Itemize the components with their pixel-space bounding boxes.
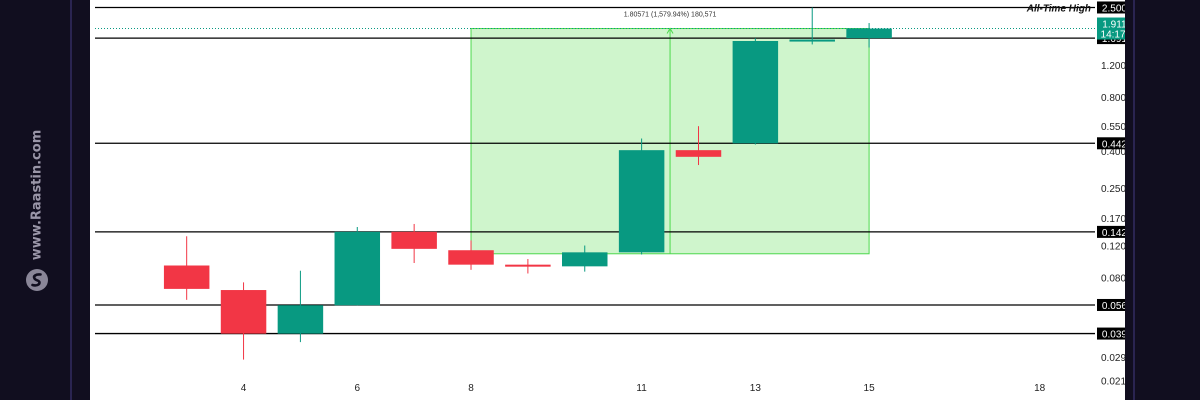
candle-body (163, 265, 210, 289)
price-axis: 1.20000 0.80000 0.55000 0.40000 0.25000 0.170… (1101, 61, 1125, 387)
current-price-tag (1097, 17, 1125, 40)
time-axis: 4 6 8 11 13 15 18 (241, 383, 1046, 394)
left-frame-stripe (70, 0, 72, 400)
x-tick-label: 6 (354, 383, 360, 394)
y-tick-label: 0.12000 (1101, 242, 1125, 253)
x-tick-label: 18 (1034, 383, 1046, 394)
all-time-high-label: All-Time High (1026, 3, 1091, 14)
level-price-tag-text: 0.44213 (1102, 139, 1125, 150)
candle-body (277, 305, 324, 334)
level-price-tag-text: 0.14278 (1102, 228, 1125, 239)
level-price-tag-text: 0.05621 (1102, 301, 1125, 312)
level-price-tag-text: 2.50001 (1102, 3, 1125, 14)
candle-body (391, 231, 437, 249)
measure-arrow-head (666, 27, 674, 34)
candle-body (846, 28, 892, 39)
raastin-logo-icon (26, 269, 48, 291)
x-tick-label: 13 (750, 383, 762, 394)
level-price-tag (1097, 1, 1125, 14)
chart-panel[interactable]: 1.80571 (1,579.94%) 180,571 1.20000 0.800… (90, 0, 1125, 400)
candle-body (220, 290, 267, 334)
x-tick-label: 11 (636, 383, 647, 394)
y-tick-label: 0.02900 (1101, 353, 1125, 364)
candlestick-series (163, 7, 892, 360)
candle-body (675, 150, 722, 157)
y-tick-label: 0.80000 (1101, 93, 1125, 104)
level-labels: All-Time High 2.50001 1.69157 0.44213 0.1427… (1026, 1, 1125, 341)
level-price-tag (1097, 298, 1125, 311)
watermark: www.Raastin.com (22, 130, 52, 300)
level-price-tag-text: 1.69157 (1102, 34, 1125, 45)
y-tick-label: 0.55000 (1101, 122, 1125, 133)
y-tick-label: 0.40000 (1101, 147, 1125, 158)
right-frame-stripe (1133, 0, 1135, 400)
level-price-tag-text: 0.03903 (1102, 330, 1125, 341)
x-tick-label: 15 (864, 383, 876, 394)
candle-body (334, 231, 381, 306)
x-tick-label: 4 (241, 383, 247, 394)
y-tick-label: 0.25000 (1101, 184, 1125, 195)
y-tick-label: 1.20000 (1101, 61, 1125, 72)
candle-body (789, 39, 835, 42)
countdown-text: 14:17:40 (1101, 30, 1125, 41)
x-tick-label: 8 (468, 383, 474, 394)
price-chart[interactable]: 1.80571 (1,579.94%) 180,571 1.20000 0.800… (90, 0, 1125, 400)
y-tick-label: 0.17000 (1101, 214, 1125, 225)
watermark-site-text: www.Raastin.com (29, 129, 45, 261)
level-price-tag (1097, 327, 1125, 340)
candle-body (562, 252, 608, 267)
candle-body (448, 250, 494, 265)
candle-body (505, 264, 551, 267)
measure-zone-layer: 1.80571 (1,579.94%) 180,571 (470, 12, 870, 255)
level-price-tag (1097, 225, 1125, 238)
level-price-tag (1097, 137, 1125, 150)
y-tick-label: 0.08000 (1101, 273, 1125, 284)
y-tick-label: 0.02150 (1101, 376, 1125, 387)
measure-label: 1.80571 (1,579.94%) 180,571 (624, 12, 717, 19)
current-price-tag-text: 1.91133 (1102, 20, 1125, 31)
candle-body (732, 41, 779, 144)
candle-body (618, 150, 665, 253)
